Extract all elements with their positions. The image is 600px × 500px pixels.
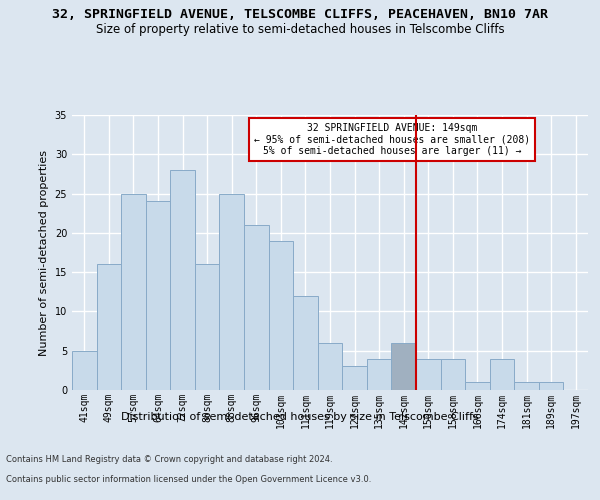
Text: Contains public sector information licensed under the Open Government Licence v3: Contains public sector information licen… [6,475,371,484]
Bar [391,343,416,390]
Bar [514,382,539,390]
Bar [465,382,490,390]
Bar [72,350,97,390]
Bar [269,240,293,390]
Bar [342,366,367,390]
Text: Contains HM Land Registry data © Crown copyright and database right 2024.: Contains HM Land Registry data © Crown c… [6,455,332,464]
Bar [220,194,244,390]
Bar [318,343,342,390]
Bar [367,358,391,390]
Bar [440,358,465,390]
Bar [97,264,121,390]
Bar [121,194,146,390]
Text: 32, SPRINGFIELD AVENUE, TELSCOMBE CLIFFS, PEACEHAVEN, BN10 7AR: 32, SPRINGFIELD AVENUE, TELSCOMBE CLIFFS… [52,8,548,20]
Text: 32 SPRINGFIELD AVENUE: 149sqm
← 95% of semi-detached houses are smaller (208)
5%: 32 SPRINGFIELD AVENUE: 149sqm ← 95% of s… [254,123,530,156]
Bar [490,358,514,390]
Bar [170,170,195,390]
Bar [539,382,563,390]
Bar [293,296,318,390]
Y-axis label: Number of semi-detached properties: Number of semi-detached properties [39,150,49,356]
Bar [195,264,220,390]
Text: Size of property relative to semi-detached houses in Telscombe Cliffs: Size of property relative to semi-detach… [95,22,505,36]
Bar [244,225,269,390]
Bar [146,202,170,390]
Bar [416,358,440,390]
Text: Distribution of semi-detached houses by size in Telscombe Cliffs: Distribution of semi-detached houses by … [121,412,479,422]
